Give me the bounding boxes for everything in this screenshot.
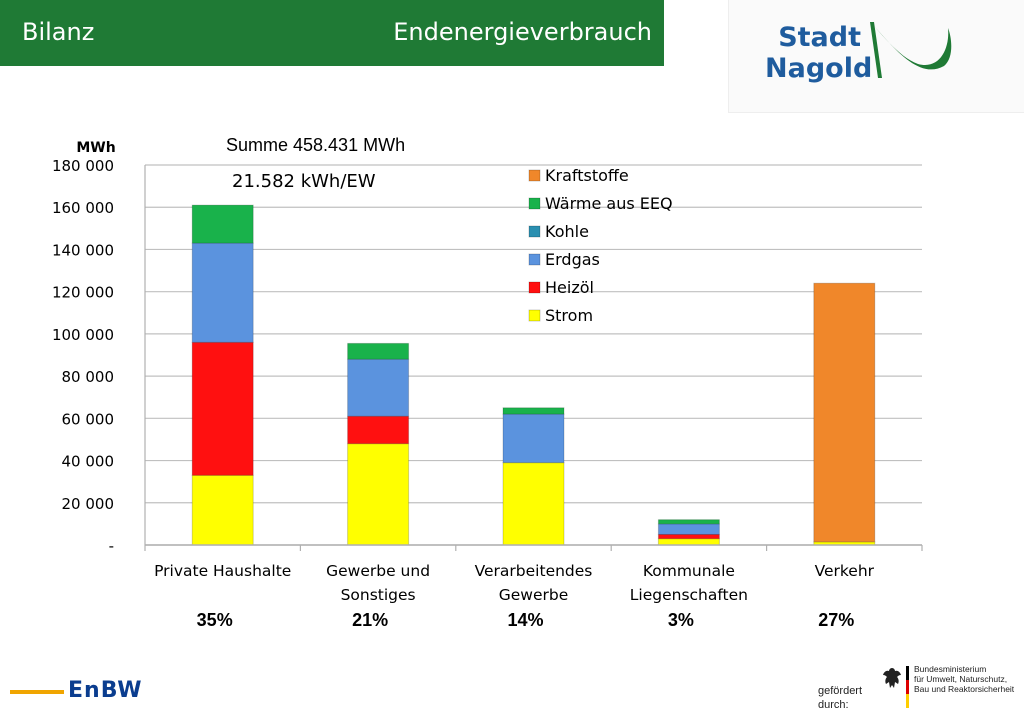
legend-label: Wärme aus EEQ: [545, 194, 673, 213]
y-tick-label: 60 000: [62, 410, 115, 428]
y-tick-label: -: [109, 537, 114, 555]
chart-annotation: 21.582 kWh/EW: [232, 171, 376, 192]
bar-segment: [347, 342, 410, 360]
header-left-title: Bilanz: [22, 18, 95, 46]
stadt-nagold-logo: Stadt Nagold: [728, 0, 1024, 113]
x-tick-label: Verarbeitendes: [475, 562, 593, 580]
share-label: 27%: [818, 610, 854, 630]
eagle-icon: [883, 668, 901, 688]
y-axis-title: MWh: [76, 140, 115, 156]
x-tick-label: Sonstiges: [341, 586, 416, 604]
x-tick-label: Verkehr: [815, 562, 875, 580]
ministry-line-2: für Umwelt, Naturschutz,: [914, 674, 1008, 684]
bar-segment: [191, 474, 254, 546]
y-tick-label: 80 000: [62, 368, 115, 386]
bar-segment: [657, 538, 720, 546]
y-tick-label: 20 000: [62, 495, 115, 513]
funded-line-1: gefördert: [818, 685, 863, 697]
bar-segment: [657, 523, 720, 535]
bar-segment: [502, 413, 565, 464]
y-tick-label: 140 000: [52, 241, 114, 259]
legend-swatch: [528, 197, 541, 210]
enbw-line: [10, 690, 64, 694]
share-label: 21%: [352, 610, 388, 630]
legend-swatch: [528, 225, 541, 238]
y-tick-label: 100 000: [52, 326, 114, 344]
y-tick-label: 40 000: [62, 453, 115, 471]
bar-segment: [502, 462, 565, 546]
x-tick-label: Gewerbe: [499, 586, 569, 604]
x-tick-label: Gewerbe und: [326, 562, 430, 580]
header-bar: Bilanz Endenergieverbrauch: [0, 0, 664, 66]
share-label: 35%: [197, 610, 233, 630]
enbw-logo: EnBW: [10, 678, 150, 706]
bar-segment: [813, 282, 876, 543]
funded-line-2: durch:: [818, 699, 849, 711]
legend-label: Kraftstoffe: [545, 166, 629, 185]
ministry-line-3: Bau und Reaktorsicherheit: [914, 684, 1015, 694]
y-tick-label: 180 000: [52, 157, 114, 175]
legend-label: Kohle: [545, 222, 589, 241]
x-tick-label: Kommunale: [643, 562, 735, 580]
bar-segment: [347, 443, 410, 546]
header-right-title: Endenergieverbrauch: [393, 18, 652, 46]
logo-text: Stadt Nagold: [765, 22, 873, 84]
logo-line-1: Stadt: [778, 22, 861, 53]
y-tick-label: 120 000: [52, 284, 114, 302]
german-flag-icon: [906, 666, 909, 708]
bar-segment: [347, 415, 410, 445]
ministry-line-1: Bundesministerium: [914, 664, 987, 674]
ministry-logo: Bundesministerium für Umwelt, Naturschut…: [882, 664, 1022, 714]
bar-segment: [502, 407, 565, 415]
legend-label: Heizöl: [545, 278, 594, 297]
logo-line-2: Nagold: [765, 53, 873, 84]
bar-segment: [657, 519, 720, 525]
funded-by: gefördert durch:: [818, 684, 862, 712]
bar-segment: [191, 204, 254, 244]
legend-label: Strom: [545, 306, 593, 325]
share-label: 14%: [507, 610, 543, 630]
logo-swoosh-icon: [870, 22, 952, 78]
share-label: 3%: [668, 610, 694, 630]
legend-label: Erdgas: [545, 250, 600, 269]
chart-annotation: Summe 458.431 MWh: [226, 135, 405, 155]
bar-segment: [191, 341, 254, 476]
legend-swatch: [528, 169, 541, 182]
x-tick-label: Liegenschaften: [630, 586, 748, 604]
legend-swatch: [528, 309, 541, 322]
x-tick-label: Private Haushalte: [154, 562, 291, 580]
bar-chart: - 20 000 40 000 60 000 80 000 100 000 120 000 1…: [52, 135, 923, 630]
ministry-text: Bundesministerium für Umwelt, Naturschut…: [914, 664, 1024, 694]
bar-segment: [657, 533, 720, 540]
legend-swatch: [528, 253, 541, 266]
bar-segment: [191, 242, 254, 343]
legend-swatch: [528, 281, 541, 294]
enbw-brand: EnBW: [68, 678, 143, 703]
bar-segment: [347, 358, 410, 417]
y-tick-label: 160 000: [52, 199, 114, 217]
